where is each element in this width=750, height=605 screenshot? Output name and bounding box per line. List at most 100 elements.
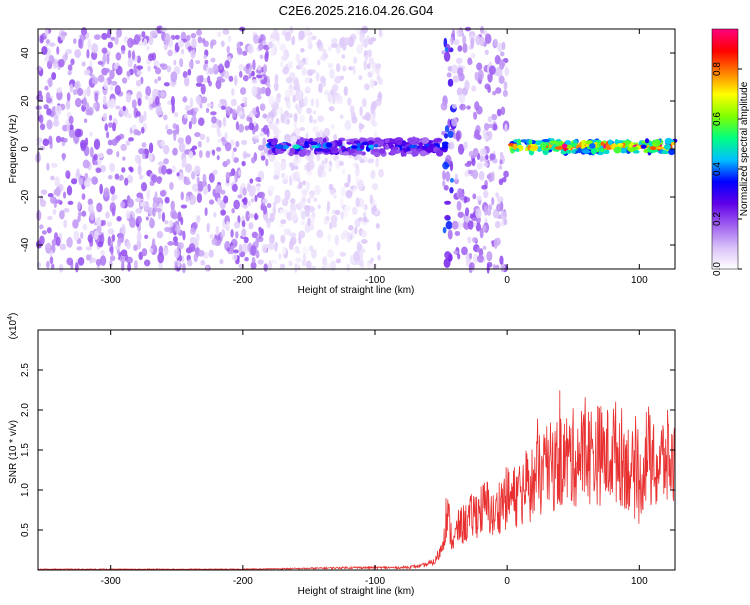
heatmap-cell (122, 156, 126, 161)
heatmap-cell (469, 213, 474, 219)
heatmap-cell (83, 88, 88, 99)
heatmap-cell (355, 150, 363, 154)
heatmap-cell (74, 128, 82, 138)
heatmap-cell (211, 238, 217, 246)
heatmap-cell (177, 39, 184, 48)
heatmap-cell (154, 67, 162, 75)
heatmap-cell (471, 158, 476, 167)
heatmap-cell (670, 141, 675, 146)
heatmap-cell (242, 187, 247, 196)
heatmap-cell (312, 110, 317, 115)
heatmap-cell (86, 49, 90, 59)
heatmap-cell (119, 255, 126, 264)
heatmap-cell (133, 63, 137, 75)
heatmap-cell (271, 141, 276, 146)
heatmap-cell (190, 32, 197, 39)
heatmap-cell (310, 98, 315, 107)
heatmap-cell (251, 85, 258, 97)
heatmap-cell (455, 57, 463, 64)
heatmap-cell (311, 35, 317, 40)
heatmap-cell (288, 88, 295, 97)
heatmap-cell (170, 200, 175, 211)
heatmap-cell (127, 262, 132, 272)
heatmap-cell (154, 78, 158, 84)
heatmap-cell (163, 114, 168, 121)
heatmap-cell (102, 53, 107, 65)
heatmap-cell (361, 141, 370, 146)
heatmap-cell (309, 141, 318, 146)
heatmap-cell (224, 70, 230, 80)
heatmap-cell (187, 68, 192, 76)
heatmap-cell (198, 249, 205, 257)
heatmap-cell (456, 27, 463, 38)
heatmap-cell (101, 32, 108, 40)
heatmap-cell (237, 169, 242, 176)
heatmap-cell (200, 259, 206, 266)
heatmap-cell (225, 171, 230, 181)
heatmap-cell (78, 177, 84, 186)
heatmap-cell (347, 148, 355, 154)
heatmap-cell (310, 248, 317, 259)
heatmap-cell (274, 109, 278, 117)
heatmap-cell (72, 88, 78, 96)
heatmap-cell (229, 139, 235, 146)
heatmap-cell (528, 139, 533, 145)
heatmap-cell (463, 220, 470, 231)
heatmap-cell (145, 85, 152, 97)
heatmap-cell (329, 145, 338, 152)
heatmap-cell (451, 220, 459, 230)
heatmap-cell (517, 139, 521, 144)
heatmap-cell (134, 154, 142, 164)
heatmap-cell (372, 205, 377, 213)
heatmap-cell (180, 204, 188, 209)
heatmap-cell (469, 262, 475, 270)
heatmap-cell (573, 139, 578, 144)
heatmap-cell (55, 236, 61, 247)
heatmap-cell (136, 65, 144, 70)
heatmap-cell (321, 77, 327, 85)
heatmap-cell (499, 59, 505, 70)
heatmap-cell (184, 180, 191, 185)
snr-y-axis: 0.5 1.0 1.5 2.0 2.5 (20, 363, 675, 537)
heatmap-cell (470, 52, 476, 59)
heatmap-cell (616, 140, 623, 144)
heatmap-cell (663, 144, 671, 150)
heatmap-cell (442, 161, 449, 170)
heatmap-cell (421, 145, 428, 150)
heatmap-cell (272, 205, 277, 216)
heatmap-cell (617, 142, 624, 147)
heatmap-cell (50, 175, 55, 181)
heatmap-cell (368, 57, 374, 65)
heatmap-cell (362, 216, 368, 223)
heatmap-cell (101, 47, 108, 54)
heatmap-cell (484, 122, 490, 131)
heatmap-cell (290, 210, 298, 222)
heatmap-cell (664, 137, 673, 145)
heatmap-cell (226, 158, 231, 165)
heatmap-cell (256, 74, 263, 79)
heatmap-cell (339, 114, 344, 119)
heatmap-cell (328, 106, 335, 112)
heatmap-cell (119, 174, 124, 181)
heatmap-cell (251, 256, 256, 264)
heatmap-cell (80, 232, 84, 239)
heatmap-cell (232, 147, 237, 152)
heatmap-cell (577, 147, 582, 154)
heatmap-cell (268, 41, 274, 49)
heatmap-cell (346, 263, 351, 272)
heatmap-cell (359, 32, 365, 43)
heatmap-cell (339, 197, 344, 208)
heatmap-cell (158, 261, 163, 270)
heatmap-cell (109, 69, 115, 80)
heatmap-cell (170, 71, 178, 83)
heatmap-cell (80, 27, 87, 36)
heatmap-cell (298, 181, 303, 189)
heatmap-cell (481, 184, 488, 190)
heatmap-cell (44, 85, 49, 91)
heatmap-cell (115, 52, 122, 61)
heatmap-cell (121, 50, 125, 55)
heatmap-cell (164, 226, 171, 233)
heatmap-cell (464, 172, 469, 177)
heatmap-cell (127, 58, 133, 68)
heatmap-cell (443, 185, 449, 191)
